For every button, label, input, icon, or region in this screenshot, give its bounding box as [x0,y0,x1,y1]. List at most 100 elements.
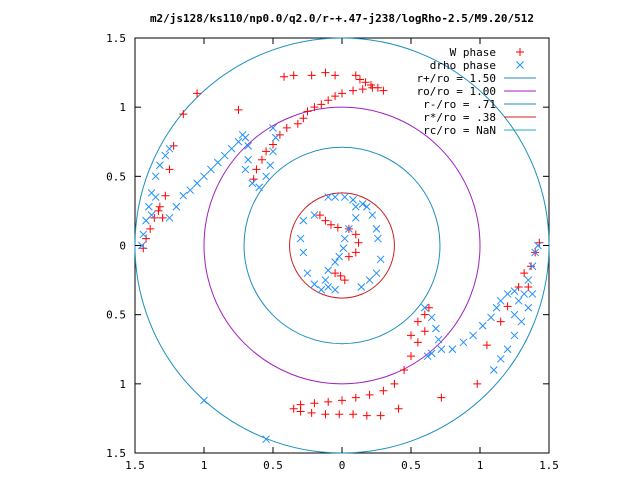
drho-phase-point [310,211,319,219]
drho-phase-point [351,213,360,222]
w-phase-point [496,317,505,326]
drho-phase-point [165,213,174,222]
w-phase-point [293,119,302,128]
drho-phase-point [524,303,533,312]
drho-phase-point [144,202,153,211]
drho-phase-point [165,144,174,153]
drho-phase-point [241,165,250,174]
w-phase-point [361,78,370,87]
drho-phase-point [496,355,505,363]
w-phase-point [296,400,305,409]
w-phase-point [234,105,243,114]
drho-phase-point [503,345,512,354]
drho-phase-point [213,158,222,167]
drho-phase-point [266,161,275,170]
legend-label: W phase [450,46,496,59]
legend-marker [516,48,524,56]
w-phase-point [394,404,403,413]
drho-phase-point [331,193,339,201]
drho-phase-point [324,193,333,201]
drho-phase-point [179,191,188,200]
w-phase-point [354,238,363,247]
drho-phase-point [207,165,215,174]
y-tick-label: 1 [119,101,126,114]
w-phase-point [349,86,358,95]
drho-phase-point [161,151,170,160]
y-tick-label: 0.5 [106,170,126,183]
drho-phase-point [423,352,432,361]
w-phase-point [321,410,330,419]
drho-phase-point [244,155,253,164]
drho-phase-point [299,248,308,257]
drho-phase-point [492,303,501,312]
drho-phase-point [321,276,330,284]
drho-phase-point [310,280,319,289]
drho-phase-point [437,345,446,354]
w-phase-point [437,393,446,402]
drho-phase-point [459,338,468,347]
w-phase-point [331,71,340,80]
w-phase-point [333,223,342,232]
drho-phase-point [147,211,156,219]
w-phase-point [262,147,271,156]
drho-phase-point [448,345,457,354]
drho-phase-point [155,161,164,170]
drho-phase-point [241,133,250,142]
y-tick-label: 0 [119,240,126,253]
w-phase-point [400,366,409,374]
x-tick-label: 0.5 [401,459,421,472]
drho-phase-point [255,183,264,192]
w-phase-point [358,85,367,94]
w-phase-point [324,397,333,406]
w-phase-point [155,202,164,211]
w-phase-point [407,331,415,340]
drho-phase-point [269,124,277,132]
w-phase-point [338,89,346,98]
y-tick-label: 1 [119,378,126,391]
drho-phase-point [510,287,519,296]
drho-phase-point [324,283,333,291]
w-phase-point [390,379,399,388]
drho-phase-point [374,234,382,243]
drho-phase-point [431,324,440,333]
drho-phase-point [138,241,146,250]
drho-phase-point [520,290,529,298]
w-phase-point [362,411,371,420]
y-tick-label: 1.5 [106,447,126,460]
w-phase-point [142,234,151,243]
w-phase-point [514,283,523,291]
drho-phase-point [510,331,519,340]
y-tick-label: 1.5 [106,32,126,45]
w-phase-point [520,269,529,278]
x-tick-label: 1 [477,459,484,472]
w-phase-point [413,338,422,347]
w-phase-point [146,224,155,233]
y-tick-label: 0.5 [106,309,126,322]
drho-phase-point [331,285,339,294]
w-phase-point [169,141,178,150]
w-phase-point [280,72,289,81]
chart-title: m2/js128/ks110/np0.0/q2.0/r-+.47-j238/lo… [150,12,534,25]
drho-phase-point [220,151,229,160]
w-phase-point [179,110,188,119]
legend-label: r-/ro = .71 [423,98,496,111]
legend-label: ro/ro = 1.00 [417,85,496,98]
drho-phase-point [331,258,339,266]
w-phase-point [158,213,167,222]
drho-phase-point [420,303,429,312]
w-phase-point [289,404,298,413]
w-phase-point [527,262,536,271]
drho-phase-point [528,290,537,298]
drho-phase-point [372,225,381,233]
w-phase-point [269,140,277,149]
w-phase-point [310,399,319,408]
drho-phase-point [489,366,498,374]
x-tick-label: 0.5 [263,459,283,472]
reference-circle-3 [289,192,395,299]
drho-phase-point [503,290,512,298]
w-phase-point [365,390,374,399]
drho-phase-point [193,179,201,188]
w-phase-point [326,220,335,229]
